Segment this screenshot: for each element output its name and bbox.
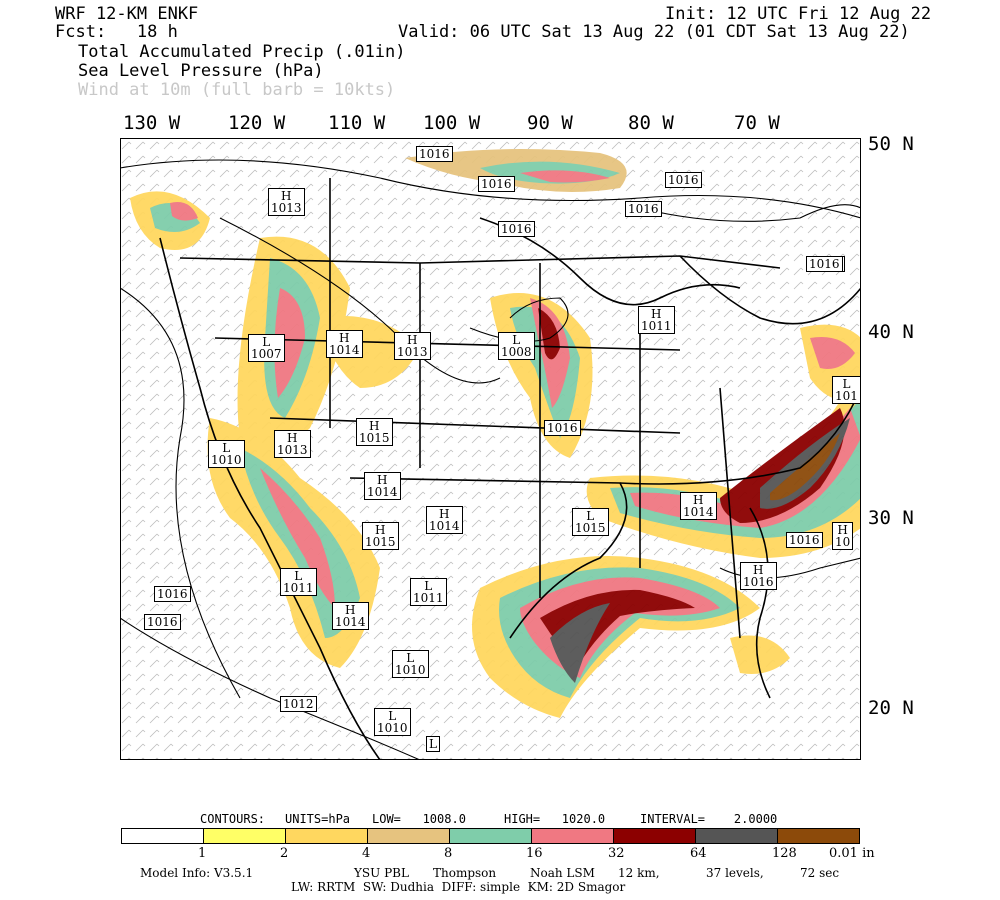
colorbar-segment — [449, 828, 532, 844]
colorbar-label: 0.01 in — [829, 846, 875, 861]
colorbar-segment — [367, 828, 450, 844]
high-pressure-label: H 1016 — [740, 562, 777, 590]
high-pressure-label: H 1014 — [326, 330, 363, 358]
colorbar-label: 2 — [280, 846, 289, 861]
footer-model-info: Model Info: V3.5.1 — [140, 866, 254, 880]
colorbar-label: 8 — [444, 846, 453, 861]
footer-microphysics: Thompson — [433, 866, 497, 880]
pressure-label: 1016 — [806, 256, 843, 272]
high-pressure-label: H 1014 — [332, 602, 369, 630]
colorbar-label: 64 — [690, 846, 707, 861]
high-pressure-label: H 1015 — [356, 418, 393, 446]
lat-label-20n: 20 N — [868, 697, 914, 719]
colorbar-segment — [777, 828, 860, 844]
pressure-label: 1016 — [665, 172, 702, 188]
lat-label-30n: 30 N — [868, 507, 914, 529]
map-frame — [120, 138, 861, 760]
high-pressure-label: H 1013 — [394, 332, 431, 360]
low-pressure-label: L 1011 — [280, 568, 317, 596]
lon-label-90w: 90 W — [527, 112, 573, 134]
high-pressure-label: H 1014 — [680, 492, 717, 520]
footer-lsm: Noah LSM — [530, 866, 595, 880]
low-pressure-label: L 1007 — [248, 334, 285, 362]
low-pressure-label: L 1015 — [572, 508, 609, 536]
colorbar-label: 1 — [198, 846, 207, 861]
field-slp: Sea Level Pressure (hPa) — [78, 61, 324, 81]
contours-high: HIGH= 1020.0 — [504, 812, 606, 826]
valid-time: Valid: 06 UTC Sat 13 Aug 22 (01 CDT Sat … — [398, 22, 910, 42]
high-pressure-label: H 1013 — [268, 188, 305, 216]
pressure-label: 1016 — [498, 221, 535, 237]
init-time: Init: 12 UTC Fri 12 Aug 22 — [665, 4, 932, 24]
high-pressure-label: H 1014 — [364, 472, 401, 500]
pressure-label: 1012 — [280, 696, 317, 712]
isobars — [119, 159, 862, 761]
field-wind: Wind at 10m (full barb = 10kts) — [78, 80, 396, 100]
low-pressure-label: L 1008 — [498, 332, 535, 360]
high-pressure-label: H 1011 — [638, 306, 675, 334]
lon-label-80w: 80 W — [628, 112, 674, 134]
map-canvas — [119, 138, 862, 761]
lon-label-110w: 110 W — [328, 112, 386, 134]
colorbar-segment — [695, 828, 778, 844]
colorbar-label: 32 — [608, 846, 625, 861]
high-pressure-label: H 1015 — [362, 522, 399, 550]
colorbar-label: 16 — [526, 846, 543, 861]
pressure-label: 1016 — [625, 201, 662, 217]
model-title: WRF 12-KM ENKF — [55, 4, 199, 24]
low-pressure-label: L 1010 — [374, 708, 411, 736]
colorbar-segment — [613, 828, 696, 844]
contours-low: LOW= 1008.0 — [372, 812, 466, 826]
pressure-label: 1016 — [544, 420, 581, 436]
lon-label-130w: 130 W — [123, 112, 181, 134]
low-pressure-label: L 1010 — [208, 440, 245, 468]
field-precip: Total Accumulated Precip (.01in) — [78, 42, 406, 62]
low-pressure-label: L 1011 — [410, 578, 447, 606]
colorbar-segment — [285, 828, 368, 844]
pressure-label: 1016 — [144, 614, 181, 630]
lat-label-40n: 40 N — [868, 321, 914, 343]
footer-resolution: 12 km, — [618, 866, 660, 880]
precip-shading — [130, 149, 861, 718]
contours-interval: INTERVAL= 2.0000 — [640, 812, 778, 826]
footer-timestep: 72 sec — [800, 866, 840, 880]
lon-label-100w: 100 W — [423, 112, 481, 134]
high-pressure-label: H 1014 — [426, 506, 463, 534]
colorbar-label: 4 — [362, 846, 371, 861]
political-boundaries — [159, 178, 862, 761]
pressure-label: 1016 — [416, 146, 453, 162]
colorbar-segment — [203, 828, 286, 844]
contours-units: UNITS=hPa — [285, 812, 351, 826]
weather-map: 1016 1016 1016 1016 1016 1016 H 1013 L 1… — [119, 138, 862, 761]
low-pressure-label: L — [426, 736, 440, 752]
colorbar-label: 128 — [772, 846, 797, 861]
low-pressure-label: L 1010 — [392, 650, 429, 678]
pressure-label: 1016 — [786, 532, 823, 548]
footer-physics: LW: RRTM SW: Dudhia DIFF: simple KM: 2D … — [291, 880, 626, 894]
contours-label: CONTOURS: — [200, 812, 266, 826]
colorbar-segment — [121, 828, 204, 844]
pressure-label: 1016 — [154, 586, 191, 602]
footer-levels: 37 levels, — [706, 866, 764, 880]
lon-label-120w: 120 W — [228, 112, 286, 134]
footer-pbl: YSU PBL — [354, 866, 409, 880]
colorbar-segment — [531, 828, 614, 844]
forecast-hour: Fcst: 18 h — [55, 22, 178, 42]
high-pressure-label: H 1013 — [274, 430, 311, 458]
high-pressure-label: H 10 — [832, 522, 854, 550]
lon-label-70w: 70 W — [734, 112, 780, 134]
pressure-label: 1016 — [478, 176, 515, 192]
lat-label-50n: 50 N — [868, 133, 914, 155]
